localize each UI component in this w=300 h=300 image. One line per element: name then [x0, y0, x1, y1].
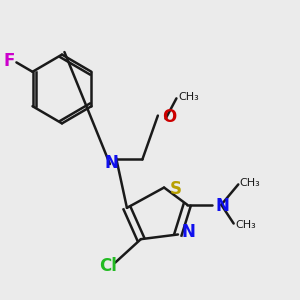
Text: N: N [104, 154, 118, 172]
Text: Cl: Cl [99, 257, 117, 275]
Text: CH₃: CH₃ [178, 92, 199, 102]
Text: F: F [4, 52, 15, 70]
Text: CH₃: CH₃ [235, 220, 256, 230]
Text: N: N [182, 223, 196, 241]
Text: S: S [169, 180, 181, 198]
Text: N: N [215, 197, 229, 215]
Text: O: O [163, 108, 177, 126]
Text: CH₃: CH₃ [240, 178, 261, 188]
